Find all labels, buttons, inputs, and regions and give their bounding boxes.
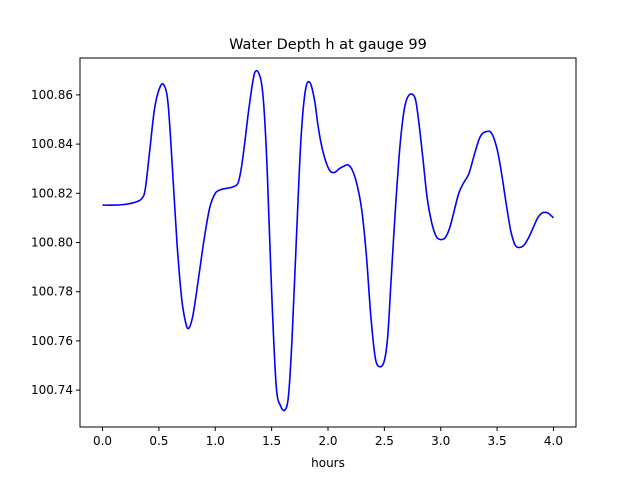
y-tick-label: 100.76 bbox=[31, 334, 73, 348]
x-tick-label: 4.0 bbox=[544, 434, 563, 448]
x-tick-label: 2.5 bbox=[375, 434, 394, 448]
x-axis-title: hours bbox=[311, 456, 345, 470]
plot-area bbox=[102, 69, 555, 412]
x-tick-label: 1.0 bbox=[206, 434, 225, 448]
series-line-0 bbox=[102, 69, 555, 412]
y-tick-label: 100.82 bbox=[31, 186, 73, 200]
y-tick-label: 100.86 bbox=[31, 88, 73, 102]
y-tick-label: 100.78 bbox=[31, 285, 73, 299]
x-tick-label: 3.5 bbox=[488, 434, 507, 448]
y-tick-label: 100.74 bbox=[31, 383, 73, 397]
x-tick-label: 3.0 bbox=[431, 434, 450, 448]
x-tick-label: 1.5 bbox=[262, 434, 281, 448]
chart-title: Water Depth h at gauge 99 bbox=[229, 37, 427, 53]
y-tick-label: 100.80 bbox=[31, 236, 73, 250]
x-tick-label: 0.5 bbox=[149, 434, 168, 448]
y-tick-label: 100.84 bbox=[31, 137, 73, 151]
x-tick-label: 2.0 bbox=[318, 434, 337, 448]
axis-ticks: 0.0 0.5 1.0 1.5 2.0 2.5 3.0 3.5 4.0 100.74 100.76 1… bbox=[31, 88, 563, 448]
x-tick-label: 0.0 bbox=[93, 434, 112, 448]
